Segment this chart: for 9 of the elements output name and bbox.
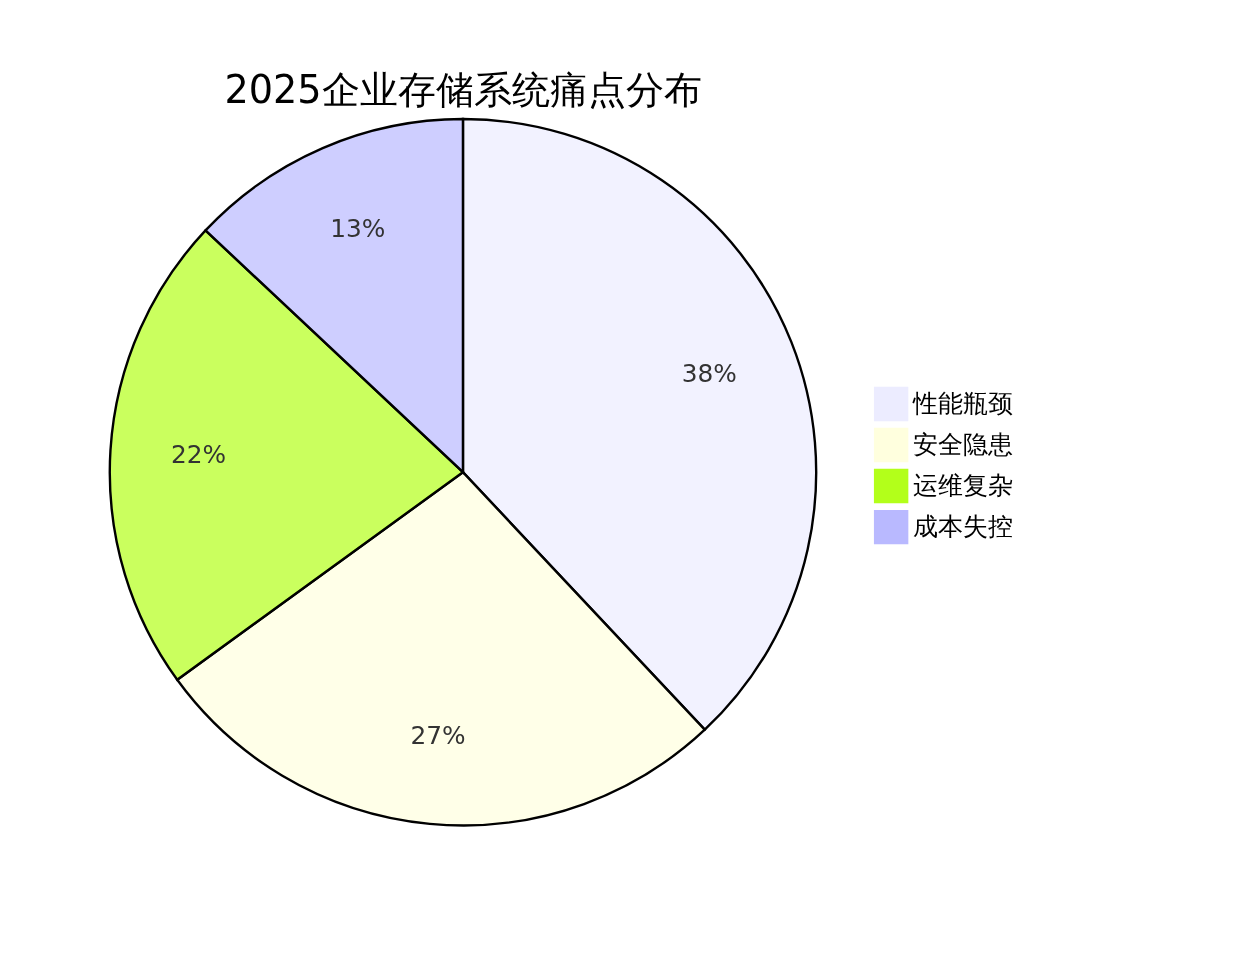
legend-label: 安全隐患 xyxy=(912,429,1013,459)
legend-label: 成本失控 xyxy=(912,511,1013,541)
data-label: 13% xyxy=(330,213,386,243)
legend-label: 性能瓶颈 xyxy=(911,388,1013,418)
data-label: 27% xyxy=(410,720,466,750)
chart-title: 2025企业存储系统痛点分布 xyxy=(224,67,702,112)
data-label: 22% xyxy=(171,440,227,470)
legend-label: 运维复杂 xyxy=(912,470,1013,500)
data-label: 38% xyxy=(681,359,737,389)
